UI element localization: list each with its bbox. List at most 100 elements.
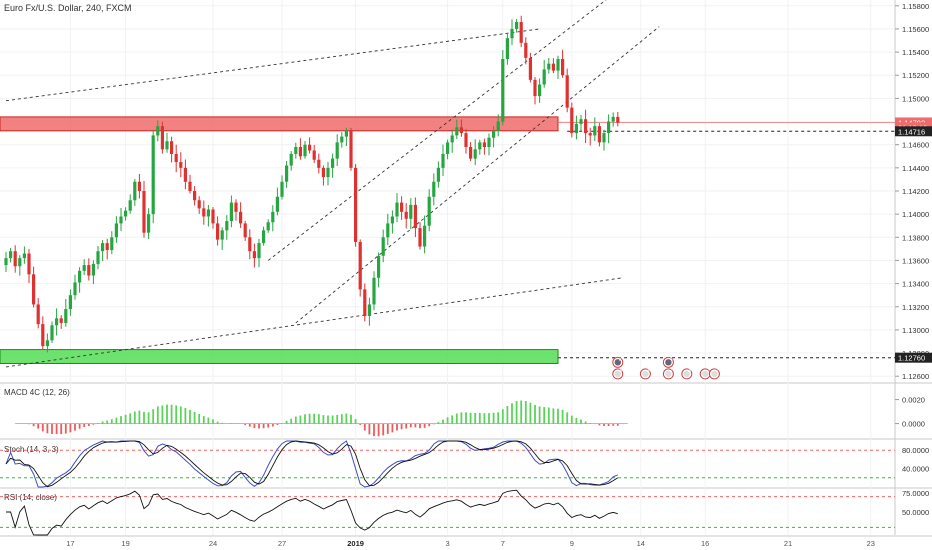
macd-y-label: 0.0020 — [902, 396, 925, 405]
event-marker-count: 3 — [619, 368, 623, 374]
candle-body — [133, 181, 137, 201]
y-tick-label: 1.15800 — [902, 2, 929, 11]
candle-body — [436, 167, 440, 182]
candle-body — [87, 265, 91, 276]
macd-title: MACD 4C (12, 26) — [4, 388, 70, 397]
candle-body — [170, 141, 174, 154]
candle-body — [482, 142, 486, 148]
x-tick-label: 9 — [570, 539, 574, 548]
candle-body — [82, 265, 86, 271]
candle-body — [584, 119, 588, 134]
x-tick-label: 27 — [278, 539, 286, 548]
y-tick-label: 1.15400 — [902, 48, 929, 57]
candle-body — [386, 223, 390, 238]
candle-body — [326, 167, 330, 178]
candle-body — [602, 133, 606, 143]
candle-body — [469, 147, 473, 159]
candle-body — [36, 304, 40, 325]
candle-body — [137, 181, 141, 191]
candle-body — [579, 119, 583, 124]
candle-body — [390, 216, 394, 224]
candle-body — [32, 274, 36, 305]
candle-body — [174, 153, 178, 163]
candle-body — [404, 211, 408, 219]
macd-y-label: 0.0000 — [902, 420, 925, 429]
event-marker-count: 4 — [669, 356, 673, 362]
candle-body — [271, 211, 275, 223]
trendline — [295, 26, 660, 324]
candle-body — [395, 202, 399, 217]
x-tick-label: 7 — [501, 539, 505, 548]
rsi-title: RSI (14, close) — [4, 493, 57, 502]
y-tick-label: 1.15200 — [902, 71, 929, 80]
candle-body — [556, 59, 560, 71]
candle-body — [73, 282, 77, 296]
candle-body — [593, 126, 597, 136]
candle-body — [423, 225, 427, 247]
candle-body — [570, 107, 574, 134]
candle-body — [216, 223, 220, 240]
y-tick-label: 1.14200 — [902, 187, 929, 196]
candle-body — [459, 127, 463, 134]
x-tick-label: 2019 — [347, 539, 364, 548]
event-marker-count: 2 — [706, 368, 710, 374]
candle-body — [280, 181, 284, 197]
candle-body — [188, 181, 192, 191]
candle-body — [124, 210, 128, 217]
candle-body — [574, 123, 578, 134]
candle-body — [179, 162, 183, 168]
candle-body — [344, 130, 348, 137]
candle-body — [105, 243, 109, 251]
candle-body — [96, 251, 100, 264]
x-tick-label: 14 — [637, 539, 645, 548]
candle-body — [358, 241, 362, 290]
resistance-zone — [0, 116, 559, 132]
candle-body — [611, 116, 615, 122]
event-marker-dot — [614, 359, 621, 366]
candle-body — [147, 214, 151, 233]
event-marker-dot — [702, 370, 709, 378]
candle-body — [128, 200, 132, 211]
candle-body — [413, 204, 417, 229]
stoch-y-label: 80.0000 — [902, 446, 929, 455]
candle-body — [202, 208, 206, 217]
candle-body — [542, 69, 546, 85]
candle-body — [533, 79, 537, 97]
event-marker-dot — [711, 370, 718, 378]
candle-body — [515, 21, 519, 29]
price-tag-label: 1.12760 — [898, 354, 925, 363]
support-zone — [0, 349, 559, 364]
candle-body — [473, 149, 477, 159]
candle-body — [211, 209, 215, 224]
event-marker-count: 3 — [646, 368, 650, 374]
candle-body — [41, 324, 45, 347]
candle-body — [78, 270, 82, 283]
event-marker-count: 2 — [619, 356, 623, 362]
candle-body — [588, 133, 592, 136]
y-tick-label: 1.13200 — [902, 303, 929, 312]
candle-body — [616, 116, 620, 123]
candle-body — [243, 223, 247, 238]
candle-body — [119, 216, 123, 224]
candle-body — [275, 196, 279, 212]
y-tick-label: 1.14600 — [902, 141, 929, 150]
candle-body — [257, 243, 261, 259]
candle-body — [565, 75, 569, 108]
candle-body — [441, 153, 445, 168]
candle-body — [289, 153, 293, 166]
candle-body — [220, 230, 224, 240]
candle-body — [197, 200, 201, 209]
candle-body — [142, 191, 146, 233]
candle-body — [528, 57, 532, 80]
candle-body — [400, 202, 404, 212]
candle-body — [427, 196, 431, 226]
y-tick-label: 1.13400 — [902, 280, 929, 289]
candle-body — [183, 167, 187, 182]
candle-body — [4, 258, 8, 266]
candle-body — [252, 251, 256, 259]
candle-body — [285, 165, 289, 182]
candle-body — [308, 144, 312, 151]
